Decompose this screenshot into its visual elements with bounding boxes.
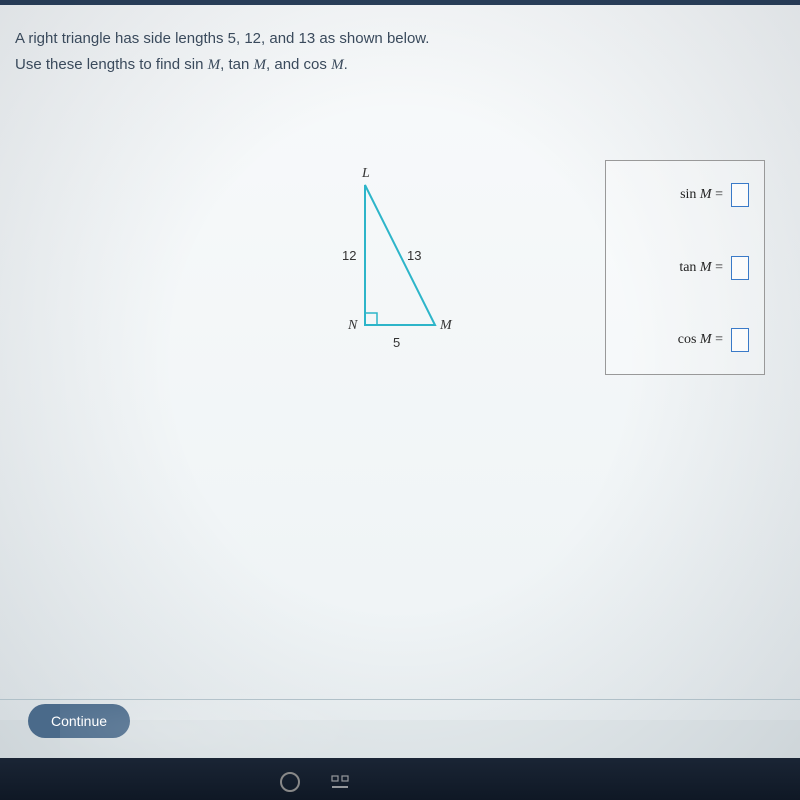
problem-line-1: A right triangle has side lengths 5, 12,… — [15, 28, 429, 51]
var-M: M — [700, 187, 712, 202]
answer-row-tan: tan M = — [621, 256, 749, 280]
var-M: M — [208, 57, 221, 73]
text-fragment: A right triangle has side lengths — [15, 30, 228, 47]
equals: = — [712, 332, 723, 347]
value-12: 12 — [244, 30, 261, 47]
cortana-icon[interactable] — [280, 772, 300, 792]
answer-panel: sin M = tan M = cos M = — [605, 160, 765, 375]
equals: = — [712, 260, 723, 275]
text-fragment: as shown below. — [315, 30, 429, 47]
func-sin: sin — [184, 56, 203, 73]
func-tan: tan — [679, 260, 696, 275]
sin-input[interactable] — [731, 183, 749, 207]
problem-statement: A right triangle has side lengths 5, 12,… — [15, 28, 429, 79]
tan-input[interactable] — [731, 256, 749, 280]
vertex-L: L — [362, 166, 370, 182]
header-bar — [0, 0, 800, 5]
taskbar-icons — [280, 772, 350, 792]
cos-input[interactable] — [731, 328, 749, 352]
value-13: 13 — [299, 30, 316, 47]
side-13: 13 — [407, 248, 421, 263]
vertex-M: M — [440, 318, 452, 334]
answer-row-cos: cos M = — [621, 328, 749, 352]
cos-label: cos M = — [678, 332, 723, 348]
func-cos: cos — [304, 56, 327, 73]
var-M: M — [700, 332, 712, 347]
func-tan: tan — [228, 56, 249, 73]
taskview-icon[interactable] — [330, 772, 350, 792]
triangle-diagram: L N M 12 13 5 — [320, 170, 470, 360]
answer-row-sin: sin M = — [621, 183, 749, 207]
sin-label: sin M = — [680, 187, 723, 203]
text-fragment: Use these lengths to find — [15, 56, 184, 73]
side-5: 5 — [393, 335, 400, 350]
continue-button[interactable]: Continue — [28, 704, 130, 738]
var-M: M — [331, 57, 344, 73]
text-fragment: , and — [261, 30, 299, 47]
equals: = — [712, 187, 723, 202]
vertex-N: N — [348, 318, 357, 334]
value-5: 5 — [228, 30, 236, 47]
problem-line-2: Use these lengths to find sin M, tan M, … — [15, 54, 429, 77]
tan-label: tan M = — [679, 260, 723, 276]
var-M: M — [254, 57, 267, 73]
side-12: 12 — [342, 248, 356, 263]
text-fragment: . — [344, 56, 348, 73]
func-cos: cos — [678, 332, 697, 347]
var-M: M — [700, 260, 712, 275]
text-fragment: , and — [266, 56, 304, 73]
footer-divider — [0, 699, 800, 700]
taskbar — [0, 758, 800, 800]
func-sin: sin — [680, 187, 696, 202]
